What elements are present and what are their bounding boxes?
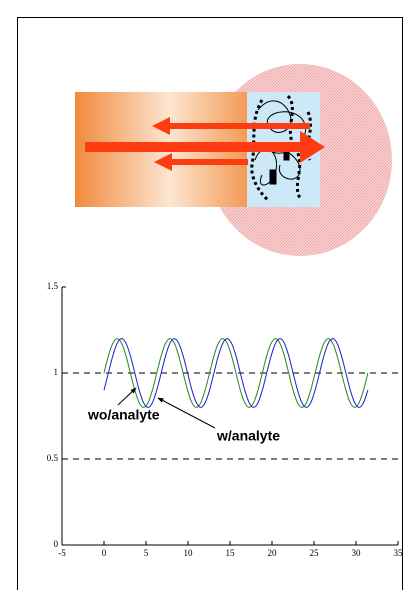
x-tick-label: 15: [226, 548, 236, 558]
x-tick-label: 25: [310, 548, 320, 558]
page: {"chart_data": {"type": "line", "x": [0,…: [0, 0, 419, 590]
x-tick-label: 30: [352, 548, 362, 558]
y-tick-label: 0: [54, 539, 59, 549]
x-tick-label: -5: [58, 548, 66, 558]
y-tick-label: 0.5: [47, 453, 59, 463]
x-tick-label: 35: [394, 548, 404, 558]
annotation-arrow: [158, 398, 215, 428]
y-tick-label: 1.5: [47, 281, 59, 291]
y-tick-label: 1: [54, 367, 59, 377]
diagram: [75, 64, 392, 256]
x-tick-label: 0: [102, 548, 107, 558]
x-tick-label: 5: [144, 548, 149, 558]
figure: -50510152025303500.511.5wo/analytew/anal…: [0, 0, 419, 590]
annotation: wo/analyte: [87, 407, 160, 423]
x-tick-label: 20: [268, 548, 278, 558]
x-tick-label: 10: [184, 548, 194, 558]
annotation: w/analyte: [216, 428, 280, 444]
annotation-arrow: [118, 388, 136, 405]
